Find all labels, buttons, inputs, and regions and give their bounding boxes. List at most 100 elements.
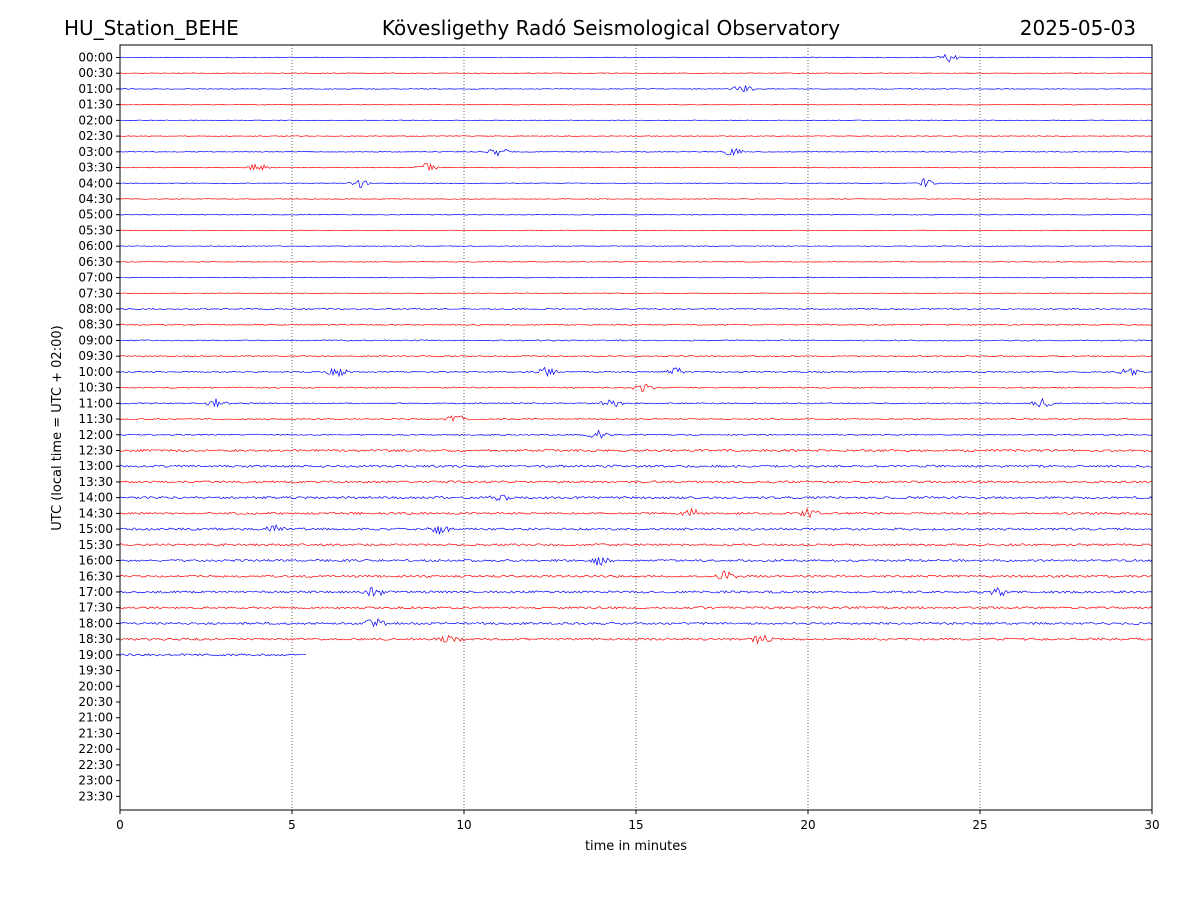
y-tick-label-45: 22:30	[78, 758, 113, 772]
trace-1630	[119, 570, 1153, 580]
trace-0300	[119, 147, 1153, 157]
y-tick-label-34: 17:00	[78, 585, 113, 599]
x-tick-label-2: 10	[456, 818, 471, 832]
y-tick-label-42: 21:00	[78, 711, 113, 725]
trace-0930	[119, 355, 1153, 358]
x-tick-label-5: 25	[972, 818, 987, 832]
station-name: HU_Station_BEHE	[64, 16, 239, 40]
y-tick-label-7: 03:30	[78, 161, 113, 175]
trace-0630	[119, 261, 1153, 263]
trace-0200	[119, 119, 1153, 122]
trace-0530	[119, 229, 1153, 232]
y-tick-label-31: 15:30	[78, 538, 113, 552]
trace-0430	[119, 198, 1153, 200]
trace-0230	[119, 135, 1153, 137]
x-tick-label-4: 20	[800, 818, 815, 832]
gridlines	[291, 45, 981, 810]
y-tick-label-36: 18:00	[78, 616, 113, 630]
y-tick-label-23: 11:30	[78, 412, 113, 426]
y-tick-label-27: 13:30	[78, 475, 113, 489]
y-tick-label-33: 16:30	[78, 569, 113, 583]
trace-1830	[119, 634, 1153, 645]
x-tick-label-3: 15	[628, 818, 643, 832]
y-tick-label-11: 05:30	[78, 223, 113, 237]
trace-0330	[119, 162, 1153, 171]
y-tick-label-17: 08:30	[78, 318, 113, 332]
chart-title: Kövesligethy Radó Seismological Observat…	[382, 16, 840, 40]
y-tick-label-26: 13:00	[78, 459, 113, 473]
x-axis-ticks: 0 5 10 15 20 25 30	[116, 810, 1160, 832]
y-tick-label-47: 23:30	[78, 789, 113, 803]
trace-0500	[119, 213, 1153, 216]
y-tick-label-43: 21:30	[78, 726, 113, 740]
y-tick-label-32: 16:00	[78, 554, 113, 568]
trace-1730	[119, 606, 1153, 610]
trace-0830	[119, 323, 1153, 326]
x-tick-label-6: 30	[1144, 818, 1159, 832]
trace-1330	[119, 480, 1153, 484]
trace-1430	[119, 507, 1153, 519]
trace-1300	[119, 464, 1153, 468]
trace-1700	[119, 586, 1153, 597]
y-tick-label-40: 20:00	[78, 679, 113, 693]
trace-0100	[119, 85, 1153, 93]
y-tick-label-10: 05:00	[78, 208, 113, 222]
trace-1200	[119, 429, 1153, 440]
y-tick-label-9: 04:30	[78, 192, 113, 206]
y-tick-label-16: 08:00	[78, 302, 113, 316]
y-tick-label-8: 04:00	[78, 176, 113, 190]
y-tick-label-1: 00:30	[78, 66, 113, 80]
trace-1130	[119, 415, 1153, 423]
chart-date: 2025-05-03	[1020, 16, 1136, 40]
trace-0600	[119, 245, 1153, 247]
y-tick-label-28: 14:00	[78, 491, 113, 505]
x-tick-label-0: 0	[116, 818, 124, 832]
trace-0130	[119, 103, 1153, 106]
trace-0030	[119, 72, 1153, 74]
trace-0800	[119, 308, 1153, 311]
trace-1030	[119, 383, 1153, 393]
trace-0730	[119, 292, 1153, 295]
trace-0700	[119, 276, 1153, 279]
y-tick-label-12: 06:00	[78, 239, 113, 253]
y-tick-label-14: 07:00	[78, 271, 113, 285]
y-tick-label-29: 14:30	[78, 506, 113, 520]
y-tick-label-4: 02:00	[78, 113, 113, 127]
y-tick-label-2: 01:00	[78, 82, 113, 96]
y-tick-label-46: 23:00	[78, 774, 113, 788]
y-tick-label-0: 00:00	[78, 51, 113, 65]
trace-0000	[119, 53, 1153, 63]
y-tick-label-20: 10:00	[78, 365, 113, 379]
trace-rows	[119, 53, 1153, 657]
trace-1500	[119, 524, 1153, 535]
plot-frame	[119, 44, 1153, 811]
y-tick-label-3: 01:30	[78, 98, 113, 112]
trace-1230	[119, 448, 1153, 453]
y-tick-label-39: 19:30	[78, 664, 113, 678]
y-tick-label-35: 17:30	[78, 601, 113, 615]
trace-1600	[119, 556, 1153, 566]
y-tick-label-6: 03:00	[78, 145, 113, 159]
y-tick-label-21: 10:30	[78, 381, 113, 395]
trace-1530	[119, 543, 1153, 547]
y-tick-label-22: 11:00	[78, 396, 113, 410]
trace-0400	[119, 178, 1153, 189]
y-tick-label-13: 06:30	[78, 255, 113, 269]
trace-1000	[119, 366, 1153, 378]
y-tick-label-19: 09:30	[78, 349, 113, 363]
y-tick-label-24: 12:00	[78, 428, 113, 442]
trace-1100	[119, 397, 1153, 408]
y-tick-label-25: 12:30	[78, 444, 113, 458]
y-tick-label-38: 19:00	[78, 648, 113, 662]
x-tick-label-1: 5	[288, 818, 296, 832]
y-tick-label-15: 07:30	[78, 286, 113, 300]
y-axis-label: UTC (local time = UTC + 02:00)	[50, 325, 65, 530]
y-tick-label-41: 20:30	[78, 695, 113, 709]
trace-0900	[119, 339, 1153, 342]
trace-1800	[119, 618, 1153, 628]
x-axis-label: time in minutes	[585, 839, 687, 854]
y-tick-label-37: 18:30	[78, 632, 113, 646]
trace-1900	[119, 653, 307, 657]
